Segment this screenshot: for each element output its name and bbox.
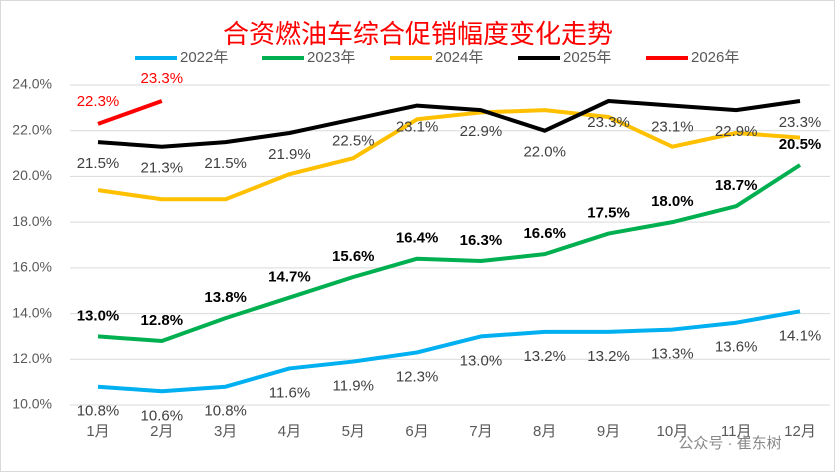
data-label: 23.1% [651, 119, 694, 136]
data-label: 13.2% [523, 348, 566, 365]
x-tick-label: 2月 [150, 423, 173, 440]
series-line [97, 99, 163, 126]
series-line [97, 108, 801, 202]
data-label: 11.6% [269, 384, 310, 401]
legend-label: 2025年 [563, 49, 611, 66]
legend-label: 2022年 [180, 49, 228, 66]
x-tick-label: 8月 [533, 423, 556, 440]
data-label: 13.6% [715, 339, 758, 356]
legend-label: 2023年 [307, 49, 355, 66]
data-label: 15.6% [332, 248, 375, 265]
x-tick-label: 4月 [278, 423, 301, 440]
x-tick-label: 3月 [214, 423, 237, 440]
chart-title: 合资燃油车综合促销幅度变化走势 [223, 19, 613, 49]
data-label: 11.9% [333, 378, 374, 395]
data-label: 23.3% [587, 114, 630, 131]
data-label: 10.8% [77, 403, 120, 420]
data-label: 16.3% [460, 232, 503, 249]
data-label: 21.3% [141, 160, 184, 177]
x-tick-label: 9月 [597, 423, 620, 440]
data-label: 14.7% [268, 269, 311, 286]
data-label: 21.9% [268, 146, 311, 163]
x-tick-label: 11月 [721, 423, 752, 440]
y-tick-label: 12.0% [12, 350, 52, 366]
data-label: 16.6% [523, 225, 566, 242]
series-line [97, 163, 802, 343]
legend-label: 2026年 [691, 49, 739, 66]
data-label: 13.2% [587, 348, 630, 365]
data-label: 13.3% [651, 346, 694, 363]
y-tick-label: 16.0% [12, 259, 52, 275]
data-label: 16.4% [396, 230, 439, 247]
y-tick-label: 24.0% [12, 76, 52, 92]
data-label: 10.6% [141, 407, 184, 424]
x-tick-label: 1月 [86, 423, 109, 440]
data-label: 23.1% [396, 119, 439, 136]
series-line [97, 309, 801, 394]
x-tick-label: 10月 [657, 423, 689, 440]
data-label: 21.5% [204, 155, 247, 172]
data-label: 13.8% [204, 289, 247, 306]
data-label: 18.0% [651, 193, 694, 210]
watermark: 公众号 · 崔东树 [678, 435, 781, 452]
x-tick-label: 5月 [342, 423, 365, 440]
y-tick-label: 18.0% [12, 213, 52, 229]
y-tick-label: 20.0% [12, 167, 52, 183]
data-label: 22.0% [523, 144, 566, 161]
data-label: 20.5% [779, 136, 822, 153]
x-tick-label: 12月 [784, 423, 816, 440]
data-label: 12.3% [396, 368, 439, 385]
data-label: 13.0% [77, 307, 120, 324]
y-tick-label: 10.0% [12, 396, 52, 412]
x-tick-label: 6月 [405, 423, 428, 440]
data-label: 18.7% [715, 177, 758, 194]
data-label: 13.0% [460, 352, 503, 369]
data-label: 10.8% [204, 403, 247, 420]
y-tick-label: 22.0% [12, 121, 52, 137]
data-label: 17.5% [587, 205, 630, 222]
x-tick-label: 7月 [469, 423, 492, 440]
data-label: 22.9% [715, 123, 758, 140]
legend-label: 2024年 [435, 49, 483, 66]
y-tick-label: 14.0% [12, 304, 52, 320]
series-line [97, 99, 801, 149]
data-label: 23.3% [779, 114, 822, 131]
data-label: 22.9% [460, 123, 503, 140]
data-label: 12.8% [141, 312, 184, 329]
data-label: 23.3% [141, 70, 184, 87]
data-label: 22.3% [77, 93, 120, 110]
data-label: 21.5% [77, 155, 120, 172]
data-label: 14.1% [779, 327, 822, 344]
data-label: 22.5% [332, 132, 375, 149]
